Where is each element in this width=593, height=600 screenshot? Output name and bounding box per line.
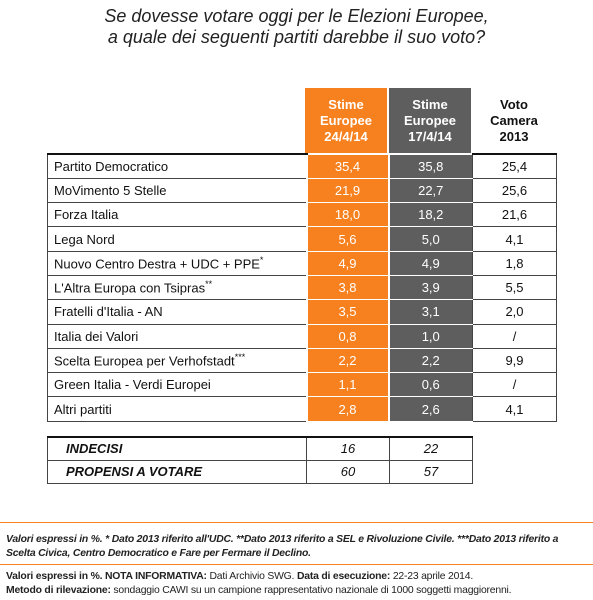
table-row: Nuovo Centro Destra + UDC + PPE* 4,9 4,9 1,…	[47, 250, 557, 276]
value-stime-17-4: 2,6	[387, 396, 473, 422]
value-stime-24-4: 21,9	[305, 177, 389, 204]
party-label: Nuovo Centro Destra + UDC + PPE*	[47, 250, 307, 276]
table-row: Lega Nord 5,6 5,0 4,1	[47, 226, 557, 252]
column-header-stime-17-4: Stime Europee 17/4/14	[389, 88, 471, 153]
party-label: Altri partiti	[47, 396, 307, 422]
table-row: Scelta Europea per Verhofstadt*** 2,2 2,2 9…	[47, 347, 557, 374]
summary-value-24-4: 60	[306, 459, 390, 484]
value-stime-17-4: 3,9	[387, 274, 473, 301]
value-stime-24-4: 18,0	[305, 202, 389, 228]
value-stime-17-4: 3,1	[387, 299, 473, 325]
value-stime-17-4: 4,9	[387, 250, 473, 276]
value-voto-2013: 1,8	[472, 250, 557, 276]
value-voto-2013: 4,1	[472, 396, 557, 422]
party-label: Partito Democratico	[47, 152, 307, 179]
value-voto-2013: 21,6	[472, 202, 557, 228]
title-line-2: a quale dei seguenti partiti darebbe il …	[107, 27, 486, 47]
table-row: Italia dei Valori 0,8 1,0/	[47, 323, 557, 349]
table-row: Partito Democratico 35,4 35,8 25,4	[47, 152, 557, 179]
value-stime-24-4: 0,8	[305, 323, 389, 349]
table-row: Green Italia - Verdi Europei 1,1 0,6/	[47, 372, 557, 398]
value-stime-17-4: 2,2	[387, 347, 473, 374]
results-table: Partito Democratico 35,4 35,8 25,4 MoVimento…	[47, 152, 557, 422]
value-stime-17-4: 18,2	[387, 202, 473, 228]
value-stime-24-4: 3,5	[305, 299, 389, 325]
value-stime-17-4: 22,7	[387, 177, 473, 204]
value-stime-17-4: 5,0	[387, 226, 473, 252]
value-stime-24-4: 35,4	[305, 153, 389, 179]
value-voto-2013: 9,9	[472, 347, 557, 374]
table-row: Fratelli d'Italia - AN 3,5 3,1 2,0	[47, 299, 557, 325]
value-stime-17-4: 35,8	[387, 153, 473, 179]
column-header-voto-2013: Voto Camera 2013	[473, 88, 555, 153]
value-stime-24-4: 1,1	[305, 372, 389, 398]
separator-line	[0, 564, 593, 565]
value-voto-2013: /	[472, 323, 557, 349]
party-label: L'Altra Europa con Tsipras**	[47, 274, 307, 301]
title-line-1: Se dovesse votare oggi per le Elezioni E…	[104, 6, 489, 26]
separator-line	[0, 522, 593, 523]
party-label: Scelta Europea per Verhofstadt***	[47, 347, 307, 374]
footnote-marker: ***	[234, 352, 246, 363]
party-label: Fratelli d'Italia - AN	[47, 299, 307, 325]
chart-title: Se dovesse votare oggi per le Elezioni E…	[0, 6, 593, 48]
value-stime-17-4: 1,0	[387, 323, 473, 349]
party-label: MoVimento 5 Stelle	[47, 177, 307, 204]
summary-value-17-4: 22	[389, 436, 473, 461]
summary-label: INDECISI	[47, 436, 307, 461]
value-voto-2013: 2,0	[472, 299, 557, 325]
footnote: Valori espressi in %. * Dato 2013 riferi…	[6, 534, 559, 559]
summary-row: INDECISI 16 22	[47, 436, 473, 461]
summary-table: INDECISI 16 22 PROPENSI A VOTARE 60 57	[47, 436, 473, 484]
party-label: Italia dei Valori	[47, 323, 307, 349]
info-note: Valori espressi in %. NOTA INFORMATIVA: …	[6, 571, 512, 596]
footnote-marker: **	[205, 279, 213, 290]
value-voto-2013: 4,1	[472, 226, 557, 252]
value-voto-2013: 5,5	[472, 274, 557, 301]
value-stime-24-4: 2,2	[305, 347, 389, 374]
table-row: MoVimento 5 Stelle 21,9 22,7 25,6	[47, 177, 557, 204]
table-row: Forza Italia 18,0 18,2 21,6	[47, 202, 557, 228]
value-voto-2013: 25,4	[472, 152, 557, 179]
summary-label: PROPENSI A VOTARE	[47, 459, 307, 484]
footnote-marker: *	[259, 255, 264, 266]
summary-value-24-4: 16	[306, 436, 390, 461]
summary-row: PROPENSI A VOTARE 60 57	[47, 459, 473, 484]
summary-value-17-4: 57	[389, 459, 473, 484]
party-label: Green Italia - Verdi Europei	[47, 372, 307, 398]
column-header-stime-24-4: Stime Europee 24/4/14	[305, 88, 387, 153]
table-row: Altri partiti 2,8 2,6 4,1	[47, 396, 557, 422]
value-stime-24-4: 5,6	[305, 226, 389, 252]
value-stime-17-4: 0,6	[387, 372, 473, 398]
table-row: L'Altra Europa con Tsipras** 3,8 3,9 5,5	[47, 274, 557, 301]
value-stime-24-4: 3,8	[305, 274, 389, 301]
value-voto-2013: /	[472, 372, 557, 398]
party-label: Forza Italia	[47, 202, 307, 228]
value-voto-2013: 25,6	[472, 177, 557, 204]
value-stime-24-4: 4,9	[305, 250, 389, 276]
party-label: Lega Nord	[47, 226, 307, 252]
value-stime-24-4: 2,8	[305, 396, 389, 422]
